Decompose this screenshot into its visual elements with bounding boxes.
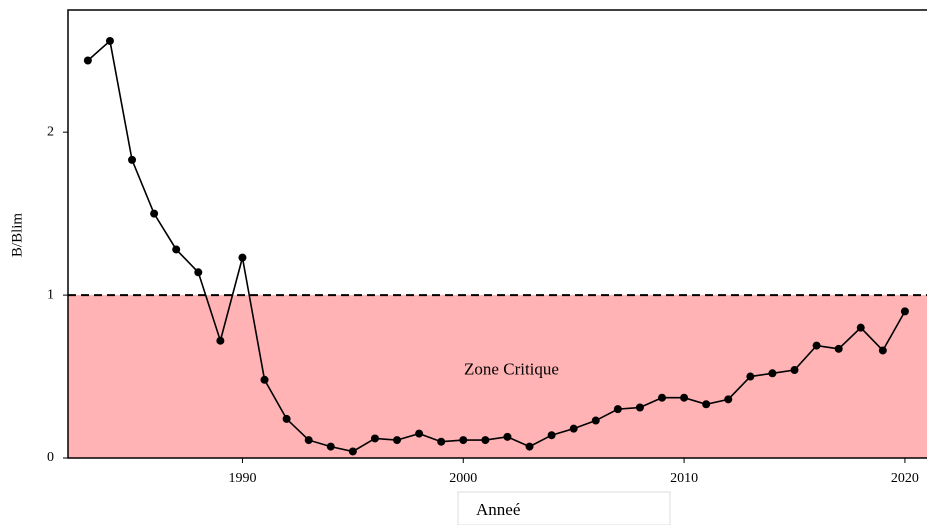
zone-label: Zone Critique	[464, 359, 559, 378]
data-point	[768, 369, 777, 378]
data-point	[393, 436, 402, 445]
data-point	[746, 372, 755, 381]
data-point	[481, 436, 490, 445]
data-point	[790, 366, 799, 375]
data-point	[724, 395, 733, 404]
data-point	[304, 436, 313, 445]
data-point	[415, 429, 424, 438]
data-point	[282, 414, 291, 423]
x-axis-label: Anneé	[476, 500, 520, 519]
data-point	[525, 442, 534, 451]
x-tick-label: 1990	[228, 471, 256, 486]
data-point	[812, 341, 821, 350]
x-label-box	[457, 491, 671, 525]
data-point	[370, 434, 379, 443]
data-point	[658, 393, 667, 402]
x-tick-label: 2010	[670, 471, 698, 486]
y-axis-label: B/Blim	[9, 213, 25, 258]
data-point	[437, 437, 446, 446]
critical-zone	[68, 295, 927, 458]
y-tick-label: 0	[47, 450, 54, 465]
data-point	[105, 36, 114, 45]
data-point	[194, 268, 203, 277]
data-point	[702, 400, 711, 409]
data-point	[900, 307, 909, 316]
data-point	[547, 431, 556, 440]
data-point	[459, 436, 468, 445]
data-point	[503, 432, 512, 441]
x-tick-label: 2020	[891, 471, 919, 486]
data-point	[260, 375, 269, 384]
data-point	[856, 323, 865, 332]
y-tick-label: 2	[47, 124, 54, 139]
data-point	[83, 56, 92, 65]
data-point	[326, 442, 335, 451]
data-point	[834, 344, 843, 353]
data-point	[172, 245, 181, 254]
data-point	[150, 209, 159, 218]
data-point	[635, 403, 644, 412]
data-point	[569, 424, 578, 433]
data-point	[128, 155, 137, 164]
y-tick-label: 1	[47, 287, 54, 302]
data-point	[216, 336, 225, 345]
data-point	[591, 416, 600, 425]
plot-frame	[67, 9, 927, 459]
data-point	[680, 393, 689, 402]
data-point	[348, 447, 357, 456]
data-point	[238, 253, 247, 262]
data-point	[878, 346, 887, 355]
data-point	[613, 405, 622, 414]
x-tick-label: 2000	[449, 471, 477, 486]
